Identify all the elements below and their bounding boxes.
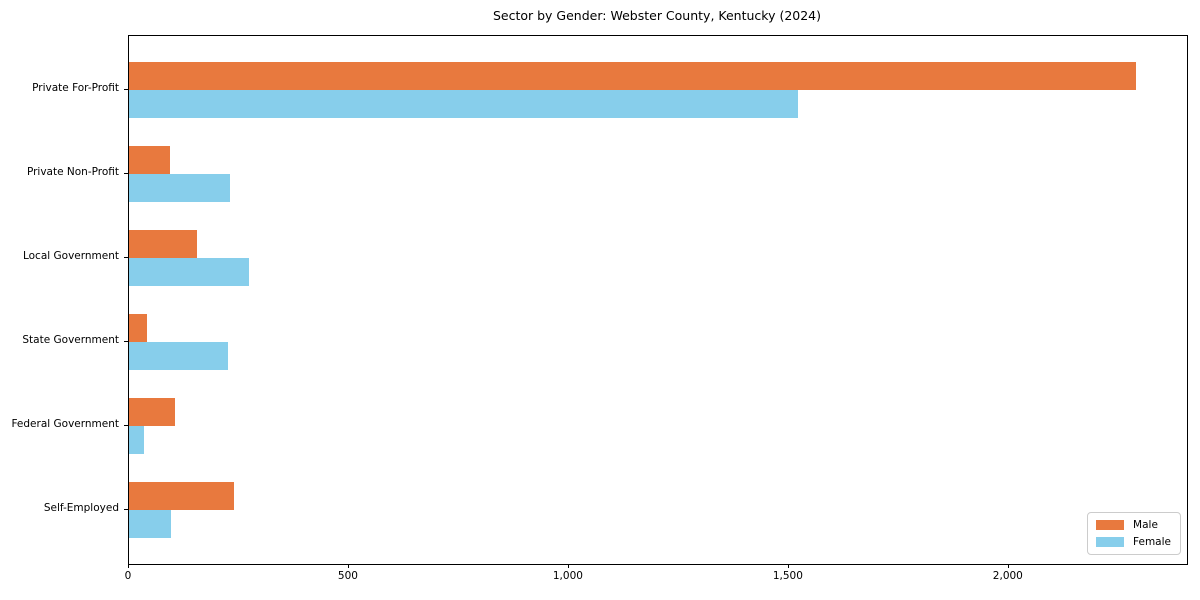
y-tick-label-self-employed: Self-Employed	[43, 502, 119, 514]
y-tick	[124, 425, 128, 426]
legend-label-female: Female	[1133, 536, 1171, 548]
x-tick-label-500: 500	[337, 570, 358, 582]
y-tick-label-federal-government: Federal Government	[11, 418, 119, 430]
legend: Male Female	[1087, 512, 1181, 555]
bar-female-private-non-profit	[129, 174, 231, 202]
y-tick-label-local-government: Local Government	[22, 250, 119, 262]
y-tick-label-state-government: State Government	[22, 334, 119, 346]
y-tick	[124, 89, 128, 90]
y-tick	[124, 509, 128, 510]
x-tick-label-0: 0	[124, 570, 132, 582]
bar-male-private-for-profit	[129, 62, 1137, 90]
legend-label-male: Male	[1133, 519, 1158, 531]
y-tick-label-private-for-profit: Private For-Profit	[32, 82, 119, 94]
plot-area: Male Female	[128, 35, 1188, 565]
x-tick-label-1-000: 1,000	[552, 570, 583, 582]
bar-male-federal-government	[129, 398, 175, 426]
bar-male-state-government	[129, 314, 147, 342]
bar-female-state-government	[129, 342, 228, 370]
legend-entry-female: Female	[1096, 536, 1171, 548]
bar-male-self-employed	[129, 482, 234, 510]
bar-male-private-non-profit	[129, 146, 170, 174]
bar-female-local-government	[129, 258, 249, 286]
y-tick	[124, 173, 128, 174]
x-tick-label-2-000: 2,000	[992, 570, 1023, 582]
y-tick	[124, 257, 128, 258]
y-tick-label-private-non-profit: Private Non-Profit	[26, 166, 119, 178]
x-tick	[567, 564, 569, 568]
legend-entry-male: Male	[1096, 519, 1171, 531]
y-tick	[124, 341, 128, 342]
bar-female-self-employed	[129, 510, 171, 538]
legend-swatch-female	[1096, 537, 1125, 547]
bar-male-local-government	[129, 230, 198, 258]
x-tick-label-1-500: 1,500	[772, 570, 803, 582]
x-tick	[347, 564, 349, 568]
x-tick	[1007, 564, 1009, 568]
bar-female-federal-government	[129, 426, 144, 454]
legend-swatch-male	[1096, 520, 1125, 530]
x-tick	[787, 564, 789, 568]
chart-title: Sector by Gender: Webster County, Kentuc…	[492, 8, 822, 23]
x-tick	[128, 564, 129, 568]
bar-female-private-for-profit	[129, 90, 798, 118]
